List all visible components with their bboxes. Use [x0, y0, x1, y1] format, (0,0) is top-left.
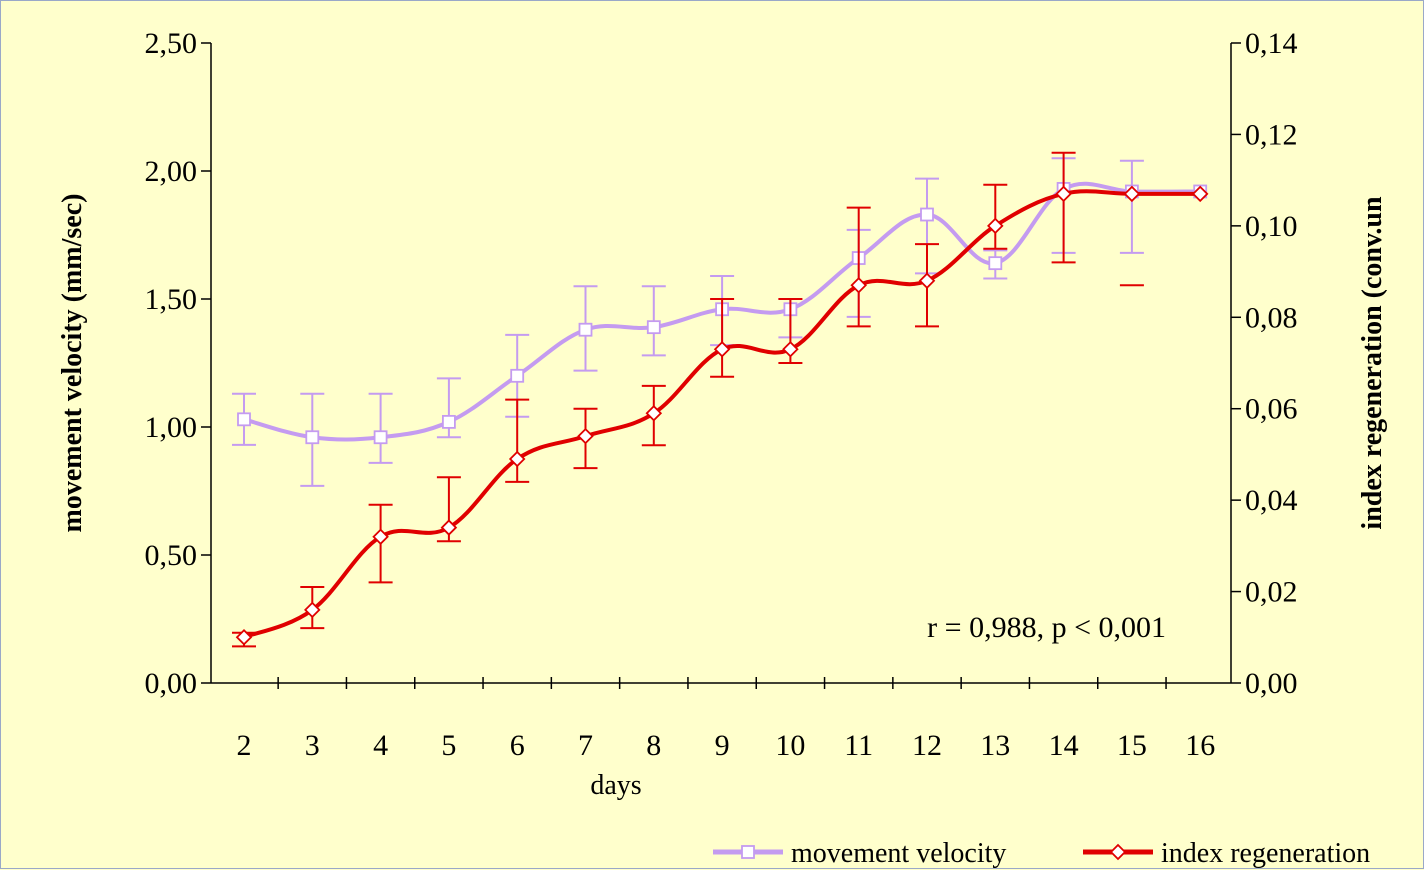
y-left-tick-label: 2,00: [145, 155, 198, 188]
x-tick-label: 9: [715, 729, 730, 762]
index-regeneration-point: [713, 341, 731, 358]
index-regeneration-point: [1191, 185, 1209, 203]
y-right-tick-label: 0,14: [1245, 27, 1298, 60]
index-regeneration-point: [577, 427, 594, 445]
x-tick-label: 10: [775, 729, 805, 762]
movement-velocity-point: [646, 320, 661, 335]
x-tick-label: 3: [305, 729, 320, 762]
legend: movement velocity index regeneration: [713, 838, 1370, 869]
y-left-tick-label: 1,50: [145, 283, 198, 316]
y-right-tick-label: 0,00: [1245, 667, 1298, 700]
x-tick-label: 2: [237, 729, 252, 762]
x-axis-title: days: [590, 770, 641, 801]
y-left-axis-title: movement velocity (mm/sec): [57, 194, 88, 533]
y-right-tick-label: 0,02: [1245, 576, 1298, 609]
correlation-annotation: r = 0,988, p < 0,001: [927, 611, 1166, 644]
index-regeneration-point: [645, 405, 663, 422]
index-regeneration-point: [440, 519, 458, 536]
x-tick-label: 7: [578, 729, 593, 762]
y-right-tick-label: 0,12: [1245, 118, 1298, 151]
movement-velocity-point: [988, 256, 1003, 271]
x-tick-label: 4: [373, 729, 388, 762]
y-right-tick-label: 0,04: [1245, 484, 1298, 517]
x-tick-label: 12: [912, 729, 942, 762]
movement-velocity-point: [578, 322, 593, 337]
index-regeneration-point: [372, 528, 389, 545]
movement-velocity-point: [920, 207, 934, 222]
movement-velocity-point: [237, 412, 251, 427]
labels-group: days movement velocity (mm/sec) index rege…: [57, 194, 1388, 801]
index-regeneration-point: [850, 277, 867, 294]
movement-velocity-line: [243, 181, 1201, 442]
x-tick-label: 16: [1185, 729, 1215, 762]
index-regeneration-point: [1055, 185, 1072, 203]
index-regeneration-point: [782, 341, 799, 358]
y-left-tick-label: 0,00: [145, 667, 198, 700]
y-right-tick-label: 0,08: [1245, 301, 1298, 334]
index-regeneration-line: [243, 189, 1201, 640]
x-tick-label: 11: [844, 729, 873, 762]
y-left-tick-label: 2,50: [145, 27, 198, 60]
index-regeneration-point: [235, 629, 253, 646]
x-tick-label: 5: [441, 729, 456, 762]
series-group: [232, 151, 1209, 648]
legend-marker-movement-velocity: [741, 845, 755, 859]
x-tick-label: 8: [646, 729, 661, 762]
movement-velocity-point: [510, 368, 525, 383]
index-regeneration-point: [918, 272, 936, 289]
x-tick-label: 14: [1049, 729, 1079, 762]
y-right-tick-label: 0,06: [1245, 393, 1298, 426]
y-right-tick-label: 0,10: [1245, 210, 1298, 243]
index-regeneration-point: [987, 217, 1004, 235]
movement-velocity-point: [305, 430, 320, 445]
movement-velocity-point: [441, 414, 456, 429]
x-tick-label: 6: [510, 729, 525, 762]
y-left-tick-label: 1,00: [145, 411, 198, 444]
index-regeneration-point: [508, 450, 526, 468]
y-right-axis-title: index regeneration (conv.un: [1357, 196, 1388, 530]
legend-marker-index-regeneration: [1109, 843, 1127, 861]
index-regeneration-point: [304, 601, 321, 619]
legend-label-movement-velocity: movement velocity: [791, 838, 1006, 869]
legend-label-index-regeneration: index regeneration: [1161, 838, 1370, 869]
index-regeneration-point: [1123, 185, 1141, 203]
x-tick-label: 13: [980, 729, 1010, 762]
x-tick-label: 15: [1117, 729, 1147, 762]
y-left-tick-label: 0,50: [145, 539, 198, 572]
axes-group: 0,00 0,50 1,00 1,50 2,00 2,50 0,00 0,02 0,04 0,06…: [145, 27, 1298, 762]
movement-velocity-point: [373, 430, 388, 445]
